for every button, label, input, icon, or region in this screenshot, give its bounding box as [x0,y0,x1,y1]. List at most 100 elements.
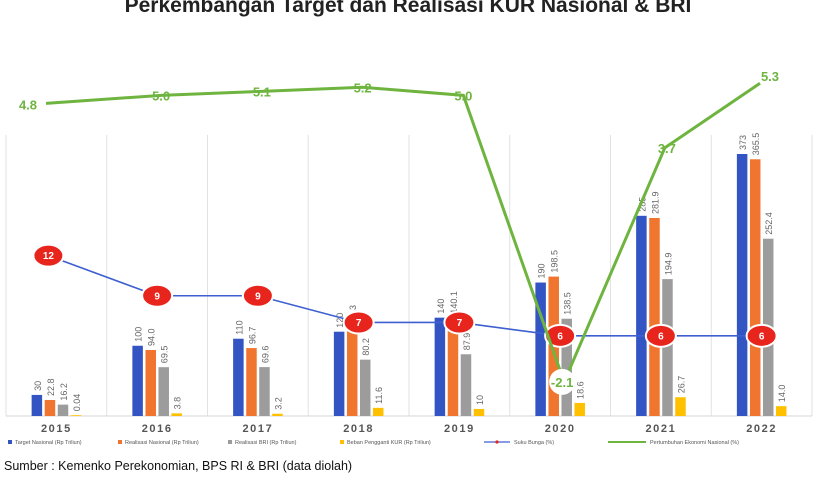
x-tick-label: 2020 [545,423,576,435]
x-tick-label: 2016 [142,423,173,435]
x-tick-label: 2015 [41,423,72,435]
suku-bunga-polyline [48,254,762,337]
bar [171,413,182,416]
bar [359,359,371,416]
x-tick-label: 2021 [645,423,676,435]
bar [434,317,446,416]
chart-title: Perkembangan Target dan Realisasi KUR Na… [124,0,692,17]
bar-value-label: 281.9 [650,191,660,214]
bar [158,367,169,416]
suku-bunga-marker [32,243,65,268]
bar-value-label: 3.8 [173,397,183,410]
bar-value-label: 194.9 [663,253,673,276]
bar-value-label: 3.2 [273,397,283,410]
bar-value-label: 11.6 [374,387,384,404]
bar [561,318,572,416]
suku-bunga-label: 6 [557,331,563,342]
legend-label: Realisasi BRI (Rp Triliun) [235,440,297,446]
bar [736,154,748,416]
legend-swatch [118,440,122,444]
bar-value-label: 30 [33,381,43,391]
bar [675,397,686,416]
pertumbuhan-label: 5.0 [454,88,472,103]
bar [649,217,660,416]
bar-value-label: 69.5 [160,346,170,364]
legend: Target Nasional (Rp Triliun) Realisasi Na… [8,440,739,446]
bar-value-label: 14.0 [777,385,787,403]
suku-bunga-marker [241,283,274,308]
legend-label: Beban Pengganti KUR (Rp Triliun) [347,440,431,446]
bar [749,159,761,416]
category-dividers [5,135,813,416]
bar-value-label: 190 [537,264,547,279]
suku-bunga-label: 9 [154,291,160,302]
pertumbuhan-line: 4.8 5.0 5.1 5.2 5.0 -2.1 3.7 5.3 [19,69,779,395]
bar [132,345,143,416]
bar [535,282,546,416]
bar-value-label: 140.1 [449,291,459,314]
suku-bunga-marker [443,310,476,335]
bar-value-label: 26.7 [676,376,686,394]
pertumbuhan-label: -2.1 [551,375,573,390]
bar [57,404,69,416]
bar [272,413,283,416]
pertumbuhan-label: 3.7 [658,141,676,156]
bar-value-label: 69.6 [260,346,270,364]
bar [447,317,459,416]
bar [333,331,345,416]
bar-value-label: 94.0 [147,328,157,346]
source-note: Sumber : Kemenko Perekonomian, BPS RI & … [4,459,353,473]
pertumbuhan-label: 4.8 [19,97,37,112]
pertumbuhan-label: 5.1 [253,84,271,99]
bar-value-label: 252.4 [764,212,774,235]
bar-value-label: 140 [436,299,446,314]
bar [460,354,472,416]
pertumbuhan-label: 5.2 [354,80,372,95]
bar [246,348,257,416]
suku-bunga-label: 12 [43,251,55,262]
suku-bunga-line: 12 9 9 7 7 6 6 6 [32,243,778,348]
bar [233,338,244,416]
bar-value-label: 110 [234,320,244,334]
legend-swatch [340,440,344,444]
pertumbuhan-label: 5.3 [761,69,779,84]
bar [31,394,43,416]
bar [70,415,82,416]
legend-label: Realisasi Nasional (Rp Triliun) [125,440,199,446]
bar [259,367,270,416]
legend-label: Target Nasional (Rp Triliun) [15,440,82,446]
bar-value-label: 285 [637,197,647,212]
bar-value-label: 96.7 [247,327,257,345]
bar [662,279,673,416]
pertumbuhan-label-bg [549,368,576,395]
bar [372,407,384,416]
x-tick-label: 2019 [444,423,475,435]
bars [31,154,787,416]
bar-value-label: 16.2 [59,383,69,401]
pertumbuhan-label: 5.0 [152,88,170,103]
bar-value-label: 80.2 [361,338,371,356]
bar-value-label: 365.5 [751,133,761,156]
bar-value-label: 198.5 [550,250,560,273]
suku-bunga-marker [342,310,375,335]
pertumbuhan-polyline [45,82,761,386]
bar-value-label: 0.04 [72,394,82,412]
suku-bunga-marker [544,323,577,348]
bar-value-label: 87.9 [462,333,472,351]
suku-bunga-label: 7 [356,318,362,329]
x-tick-label: 2018 [343,423,374,435]
bar [346,331,358,416]
suku-bunga-label: 9 [255,291,261,302]
bar-value-label: 22.8 [46,378,56,396]
bar-value-label: 18.6 [576,381,586,399]
bar [775,406,787,416]
legend-label: Suku Bunga (%) [514,440,554,446]
bar-value-label: 373 [738,135,748,150]
legend-label: Pertumbuhan Ekonomi Nasional (%) [650,440,739,446]
bar-value-label: 138.5 [563,292,573,315]
bar [473,408,485,416]
bar-value-label: 10 [475,395,485,405]
legend-swatch [228,440,232,444]
bar [145,349,156,416]
